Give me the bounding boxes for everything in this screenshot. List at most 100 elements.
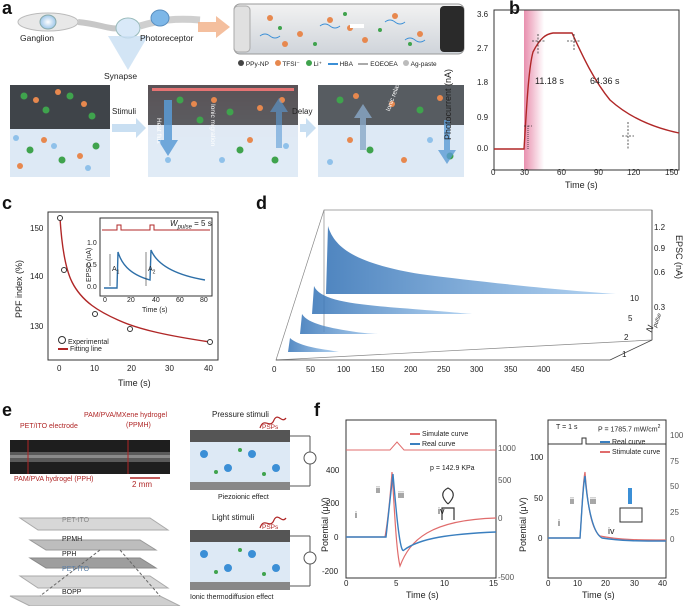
c-inset: [99, 217, 213, 297]
panel-label-c: c: [2, 193, 13, 213]
d-ztick-1.2: 1.2: [654, 223, 666, 232]
b-ylabel: Photocurrent (nA): [443, 68, 453, 140]
legend-tfsi: TFSI⁻: [282, 61, 300, 68]
label-synapse: Synapse: [104, 71, 138, 81]
f-left-y2tick-1000: 1000: [498, 444, 516, 453]
d-zlabel: EPSC (nA): [674, 235, 684, 280]
f-left-simulate: [346, 471, 497, 568]
d-xtick-150: 150: [371, 365, 385, 374]
c-a2-sub: 2: [152, 269, 156, 276]
c-xtick-0: 0: [57, 364, 62, 373]
d-trace-2: [296, 314, 382, 334]
f-left-xtick-0: 0: [344, 579, 349, 588]
f-right-xtick-10: 10: [573, 579, 582, 588]
f-right-ytick-50: 50: [534, 494, 543, 503]
f-left-stimulus: [346, 441, 496, 451]
f-left-xtick-5: 5: [394, 579, 399, 588]
d-trace-5: [308, 286, 472, 314]
f-right-power: P = 1785.7 mW/cm2: [598, 424, 660, 433]
d-npulse-5: 5: [628, 314, 633, 323]
panel-a-figure: [10, 3, 465, 177]
b-annotation-decay: 64.36 s: [590, 76, 620, 86]
f-right-y2tick-100: 100: [670, 431, 684, 440]
c-xtick-10: 10: [90, 364, 99, 373]
d-trace-10: [322, 226, 616, 294]
panel-label-b: b: [509, 0, 520, 18]
tube-device: [233, 3, 465, 55]
f-left-real: [346, 473, 497, 552]
panel-a-legend: PPy-NP TFSI⁻ Li⁺ HBA EOEOEA Ag-paste: [238, 60, 468, 72]
b-ytick-0.0: 0.0: [477, 144, 489, 153]
label-ganglion: Ganglion: [20, 33, 55, 43]
c-inset-xtick-80: 80: [200, 297, 208, 304]
d-xtick-300: 300: [470, 365, 484, 374]
f-right-legend-real: Real curve: [600, 439, 645, 446]
e-layer-4: PET-ITO: [62, 566, 90, 573]
c-inset-xtick-40: 40: [152, 297, 160, 304]
d-npulse-10: 10: [630, 294, 639, 303]
b-xtick-60: 60: [557, 168, 566, 177]
f-right-y2tick-25: 25: [670, 508, 679, 517]
f-right-period: T = 1 s: [556, 424, 578, 431]
e-label-ppmh: (PPMH): [126, 422, 151, 429]
f-left-y2tick-0: 0: [498, 514, 503, 523]
f-right-xtick-0: 0: [546, 579, 551, 588]
legend-li: Li⁺: [313, 61, 322, 68]
panel-c-chart: [47, 211, 219, 361]
f-right-power-sup: 2: [657, 424, 661, 430]
f-left-legend-simulate-text: Simulate curve: [421, 431, 469, 438]
f-right-ytick-100: 100: [530, 453, 544, 462]
panel-label-a: a: [2, 0, 13, 18]
f-right-xtick-30: 30: [630, 579, 639, 588]
panel-f-charts: [345, 419, 667, 579]
b-annotation-rise: 11.18 s: [535, 76, 564, 86]
b-xtick-120: 120: [627, 168, 641, 177]
c-a1-sub: 1: [116, 269, 120, 276]
layer-stack: [9, 517, 181, 606]
panel-e-figure: [9, 416, 317, 606]
f-left-legend-real: Real curve: [410, 441, 455, 448]
b-xtick-150: 150: [665, 168, 679, 177]
b-ytick-3.6: 3.6: [477, 10, 489, 19]
d-xtick-100: 100: [337, 365, 351, 374]
f-left-xlabel: Time (s): [406, 590, 439, 600]
d-xtick-50: 50: [306, 365, 315, 374]
f-right-stage-iii: iii: [590, 496, 596, 506]
d-xtick-0: 0: [272, 365, 277, 374]
panel-d-chart: [275, 209, 653, 361]
d-xtick-450: 450: [571, 365, 585, 374]
f-left-y2tick--500: -500: [498, 573, 515, 582]
d-xtick-200: 200: [404, 365, 418, 374]
f-left-xtick-10: 10: [440, 579, 449, 588]
f-left-pressure: p = 142.9 KPa: [430, 465, 475, 472]
f-right-stage-ii: ii: [570, 496, 574, 506]
c-inset-a2: A2: [148, 266, 155, 275]
e-light-label: Light stimuli: [212, 513, 255, 522]
c-wpulse-w: W: [170, 219, 178, 228]
c-fitting-line: [59, 217, 211, 343]
f-right-stage-iv: iv: [608, 526, 615, 536]
legend-eoeoea: EOEOEA: [370, 61, 398, 68]
c-a1-letter: A: [112, 266, 117, 273]
c-inset-xlabel: Time (s): [142, 307, 168, 314]
f-right-ytick-0: 0: [538, 534, 543, 543]
legend-ag-paste: Ag-paste: [410, 61, 437, 68]
c-legend-experimental-text: Experimental: [67, 339, 109, 346]
thermo-schematic: [190, 516, 317, 590]
c-inset-xtick-60: 60: [176, 297, 184, 304]
e-label-pet-ito: PET/ITO electrode: [20, 423, 78, 430]
f-left-ytick-0: 0: [334, 533, 339, 542]
neuron-illustration: [17, 9, 201, 70]
c-legend-fitting-text: Fitting line: [69, 346, 102, 353]
e-layer-3: PPH: [62, 551, 77, 558]
f-left-legend-real-text: Real curve: [421, 441, 456, 448]
c-wpulse-value: = 5 s: [194, 219, 212, 228]
panel-label-f: f: [314, 400, 320, 420]
f-left-stage-i: i: [355, 510, 357, 520]
f-right-stimulus: [548, 437, 666, 445]
b-xtick-90: 90: [594, 168, 603, 177]
f-left-ytick-400: 400: [326, 466, 340, 475]
f-right-y2tick-75: 75: [670, 457, 679, 466]
c-inset-xtick-0: 0: [103, 297, 107, 304]
d-trace-1: [284, 338, 340, 352]
